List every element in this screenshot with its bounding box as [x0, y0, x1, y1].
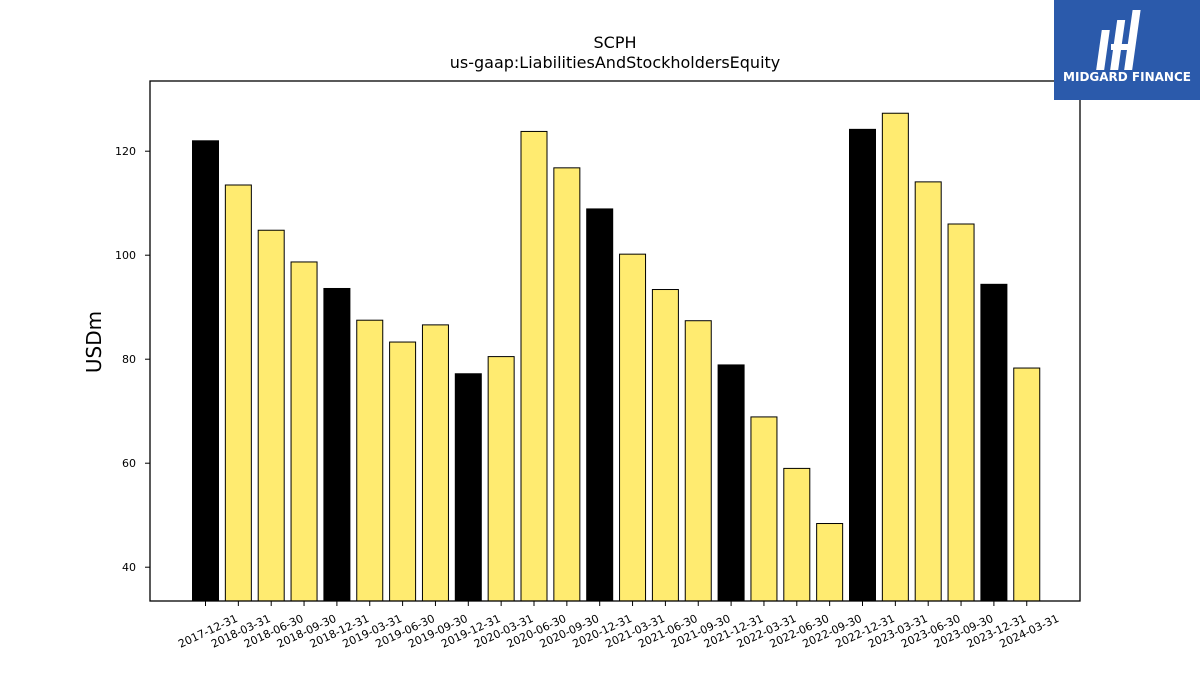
bar-2021-03-31 [619, 253, 647, 602]
bar-2023-09-30 [947, 223, 975, 602]
bar-2023-03-31 [881, 112, 909, 602]
y-tick-label: 80 [122, 353, 136, 366]
chart-title: SCPH [593, 33, 636, 52]
logo-text: MIDGARD FINANCE [1063, 70, 1191, 84]
bar-2019-06-30 [389, 341, 417, 602]
bar-2019-12-31 [454, 373, 482, 602]
bar-2020-09-30 [553, 167, 581, 602]
bar-2021-12-31 [717, 364, 745, 602]
bar-2018-03-31 [224, 184, 252, 602]
y-tick-label: 120 [115, 145, 136, 158]
bar-2018-12-31 [323, 287, 351, 602]
bar-2020-03-31 [487, 356, 515, 602]
bar-2017-12-31 [192, 140, 219, 602]
y-tick-label: 40 [122, 561, 136, 574]
chart-subtitle: us-gaap:LiabilitiesAndStockholdersEquity [450, 53, 781, 72]
bar-2023-12-31 [980, 283, 1008, 602]
y-tick-label: 60 [122, 457, 136, 470]
bar-2018-09-30 [290, 261, 318, 602]
bar-2019-09-30 [421, 324, 449, 602]
midgard-finance-logo: MIDGARD FINANCE [1054, 0, 1200, 100]
y-axis-label: USDm [82, 311, 106, 373]
bar-2022-06-30 [783, 467, 811, 602]
bar-2020-12-31 [586, 208, 614, 602]
bar-2020-06-30 [520, 130, 548, 602]
plot-frame [149, 80, 1081, 602]
y-axis-ticks: 40 60 80 100 120 [115, 145, 150, 574]
bar-2022-12-31 [849, 128, 876, 602]
bar-2023-06-30 [914, 181, 942, 602]
bars-group [192, 112, 1041, 602]
bar-2022-03-31 [750, 416, 778, 602]
bar-2018-06-30 [257, 229, 285, 602]
bar-2024-03-31 [1013, 367, 1041, 602]
bar-2021-09-30 [684, 320, 712, 602]
bar-2021-06-30 [651, 289, 679, 602]
x-axis-ticks: 2017-12-312018-03-312018-06-302018-09-30… [176, 601, 1061, 651]
y-tick-label: 100 [115, 249, 136, 262]
bar-2022-09-30 [816, 523, 844, 602]
logo-mark-icon [1096, 10, 1141, 70]
bar-2019-03-31 [356, 319, 384, 602]
